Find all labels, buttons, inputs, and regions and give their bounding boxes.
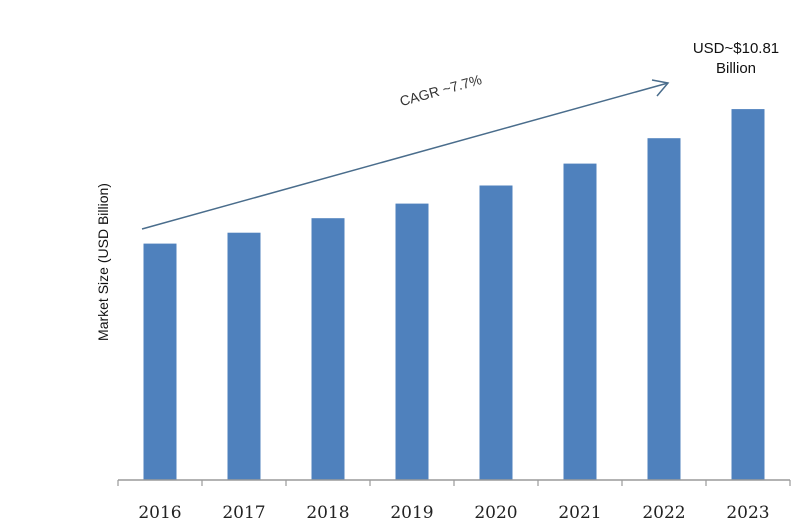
x-ticks-group	[117, 480, 791, 486]
x-tick-label-2023: 2023	[726, 503, 769, 523]
x-tick-label-2020: 2020	[474, 503, 517, 523]
bar-2023	[731, 109, 765, 480]
bar-2022	[647, 138, 681, 480]
bar-2018	[311, 218, 345, 480]
x-tick-labels: 2016 2017 2018 2019 2020 2021 2022 2023	[138, 503, 769, 523]
x-tick-label-2019: 2019	[390, 503, 433, 523]
cagr-label: CAGR ~7.7%	[398, 71, 484, 109]
cagr-arrow	[141, 79, 670, 230]
bar-2020	[479, 185, 513, 480]
x-tick-label-2018: 2018	[306, 503, 349, 523]
bar-2017	[227, 232, 261, 480]
x-tick-label-2017: 2017	[222, 503, 265, 523]
x-tick-label-2022: 2022	[642, 503, 685, 523]
bar-2019	[395, 203, 429, 480]
bar-2021	[563, 163, 597, 480]
cagr-arrow-head	[651, 79, 670, 97]
bars-group	[143, 109, 765, 480]
x-tick-label-2021: 2021	[558, 503, 601, 523]
x-tick-label-2016: 2016	[138, 503, 181, 523]
final-value-annotation-line2: Billion	[716, 60, 756, 77]
cagr-arrow-line	[141, 82, 669, 230]
y-axis-label: Market Size (USD Billion)	[95, 183, 111, 341]
bar-2016	[143, 243, 177, 480]
final-value-annotation-line1: USD~$10.81	[693, 40, 779, 57]
